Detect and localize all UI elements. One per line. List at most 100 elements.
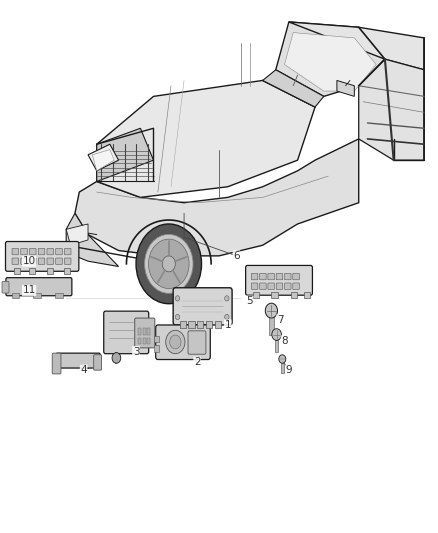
FancyBboxPatch shape	[2, 281, 9, 293]
Polygon shape	[66, 224, 88, 245]
FancyBboxPatch shape	[56, 248, 62, 255]
Text: 2: 2	[194, 357, 201, 367]
Bar	[138, 328, 141, 335]
Polygon shape	[281, 364, 284, 373]
Polygon shape	[359, 59, 424, 160]
FancyBboxPatch shape	[64, 258, 71, 264]
FancyBboxPatch shape	[21, 248, 27, 255]
Bar	[188, 321, 194, 328]
Bar	[253, 292, 259, 298]
Circle shape	[265, 303, 278, 318]
Circle shape	[279, 355, 286, 364]
Polygon shape	[289, 22, 424, 70]
FancyBboxPatch shape	[21, 258, 27, 264]
FancyBboxPatch shape	[285, 273, 291, 280]
FancyBboxPatch shape	[276, 273, 283, 280]
Circle shape	[170, 335, 181, 349]
FancyBboxPatch shape	[268, 283, 275, 289]
Text: 5: 5	[246, 296, 253, 306]
Bar	[147, 328, 150, 335]
Circle shape	[148, 239, 189, 288]
Circle shape	[272, 329, 282, 341]
Bar	[12, 293, 19, 298]
Bar	[291, 292, 297, 298]
Text: 9: 9	[286, 365, 292, 375]
FancyBboxPatch shape	[173, 288, 232, 325]
FancyBboxPatch shape	[104, 311, 149, 354]
FancyBboxPatch shape	[6, 241, 79, 271]
Polygon shape	[285, 33, 376, 91]
FancyBboxPatch shape	[251, 273, 258, 280]
Polygon shape	[276, 22, 385, 96]
FancyBboxPatch shape	[29, 248, 36, 255]
FancyBboxPatch shape	[268, 273, 275, 280]
Circle shape	[136, 224, 201, 304]
Polygon shape	[337, 80, 354, 96]
FancyBboxPatch shape	[47, 258, 53, 264]
Bar	[197, 321, 203, 328]
Bar	[272, 292, 278, 298]
Bar	[46, 268, 53, 274]
FancyBboxPatch shape	[276, 283, 283, 289]
Text: 11: 11	[22, 286, 36, 295]
Bar	[143, 338, 146, 344]
FancyBboxPatch shape	[285, 283, 291, 289]
Polygon shape	[263, 70, 324, 107]
FancyBboxPatch shape	[94, 355, 102, 370]
Bar	[153, 336, 159, 342]
FancyBboxPatch shape	[135, 318, 155, 348]
Bar	[29, 268, 35, 274]
FancyBboxPatch shape	[38, 248, 45, 255]
Circle shape	[166, 330, 185, 354]
Bar	[138, 338, 141, 344]
Polygon shape	[97, 80, 315, 197]
FancyBboxPatch shape	[188, 331, 206, 354]
Bar	[153, 345, 159, 352]
Circle shape	[145, 235, 193, 293]
Text: 3: 3	[133, 346, 139, 357]
Bar	[55, 293, 63, 298]
Polygon shape	[75, 139, 359, 256]
Polygon shape	[88, 144, 119, 171]
FancyBboxPatch shape	[56, 258, 62, 264]
Polygon shape	[97, 128, 153, 181]
FancyBboxPatch shape	[47, 248, 53, 255]
FancyBboxPatch shape	[293, 283, 299, 289]
Bar	[33, 293, 41, 298]
Text: 6: 6	[233, 251, 240, 261]
FancyBboxPatch shape	[52, 353, 61, 374]
Bar	[14, 268, 20, 274]
Circle shape	[175, 296, 180, 301]
FancyBboxPatch shape	[12, 258, 18, 264]
Bar	[215, 321, 221, 328]
Bar	[206, 321, 212, 328]
Circle shape	[225, 296, 229, 301]
Bar	[147, 338, 150, 344]
Polygon shape	[66, 213, 119, 266]
Polygon shape	[92, 150, 114, 171]
Circle shape	[175, 314, 180, 320]
FancyBboxPatch shape	[293, 273, 299, 280]
FancyBboxPatch shape	[64, 248, 71, 255]
Text: 7: 7	[277, 314, 283, 325]
Circle shape	[112, 353, 121, 364]
FancyBboxPatch shape	[12, 248, 18, 255]
FancyBboxPatch shape	[260, 273, 266, 280]
Bar	[64, 268, 70, 274]
FancyBboxPatch shape	[29, 258, 36, 264]
Bar	[143, 328, 146, 335]
Polygon shape	[269, 317, 274, 335]
Bar	[304, 292, 310, 298]
Text: 1: 1	[224, 320, 231, 330]
Text: 4: 4	[80, 365, 87, 375]
FancyBboxPatch shape	[260, 283, 266, 289]
Circle shape	[225, 314, 229, 320]
Circle shape	[162, 256, 175, 272]
Text: 8: 8	[281, 336, 288, 346]
FancyBboxPatch shape	[246, 265, 312, 295]
FancyBboxPatch shape	[56, 353, 100, 368]
Polygon shape	[275, 340, 279, 352]
FancyBboxPatch shape	[251, 283, 258, 289]
Text: 10: 10	[22, 256, 35, 266]
FancyBboxPatch shape	[38, 258, 45, 264]
